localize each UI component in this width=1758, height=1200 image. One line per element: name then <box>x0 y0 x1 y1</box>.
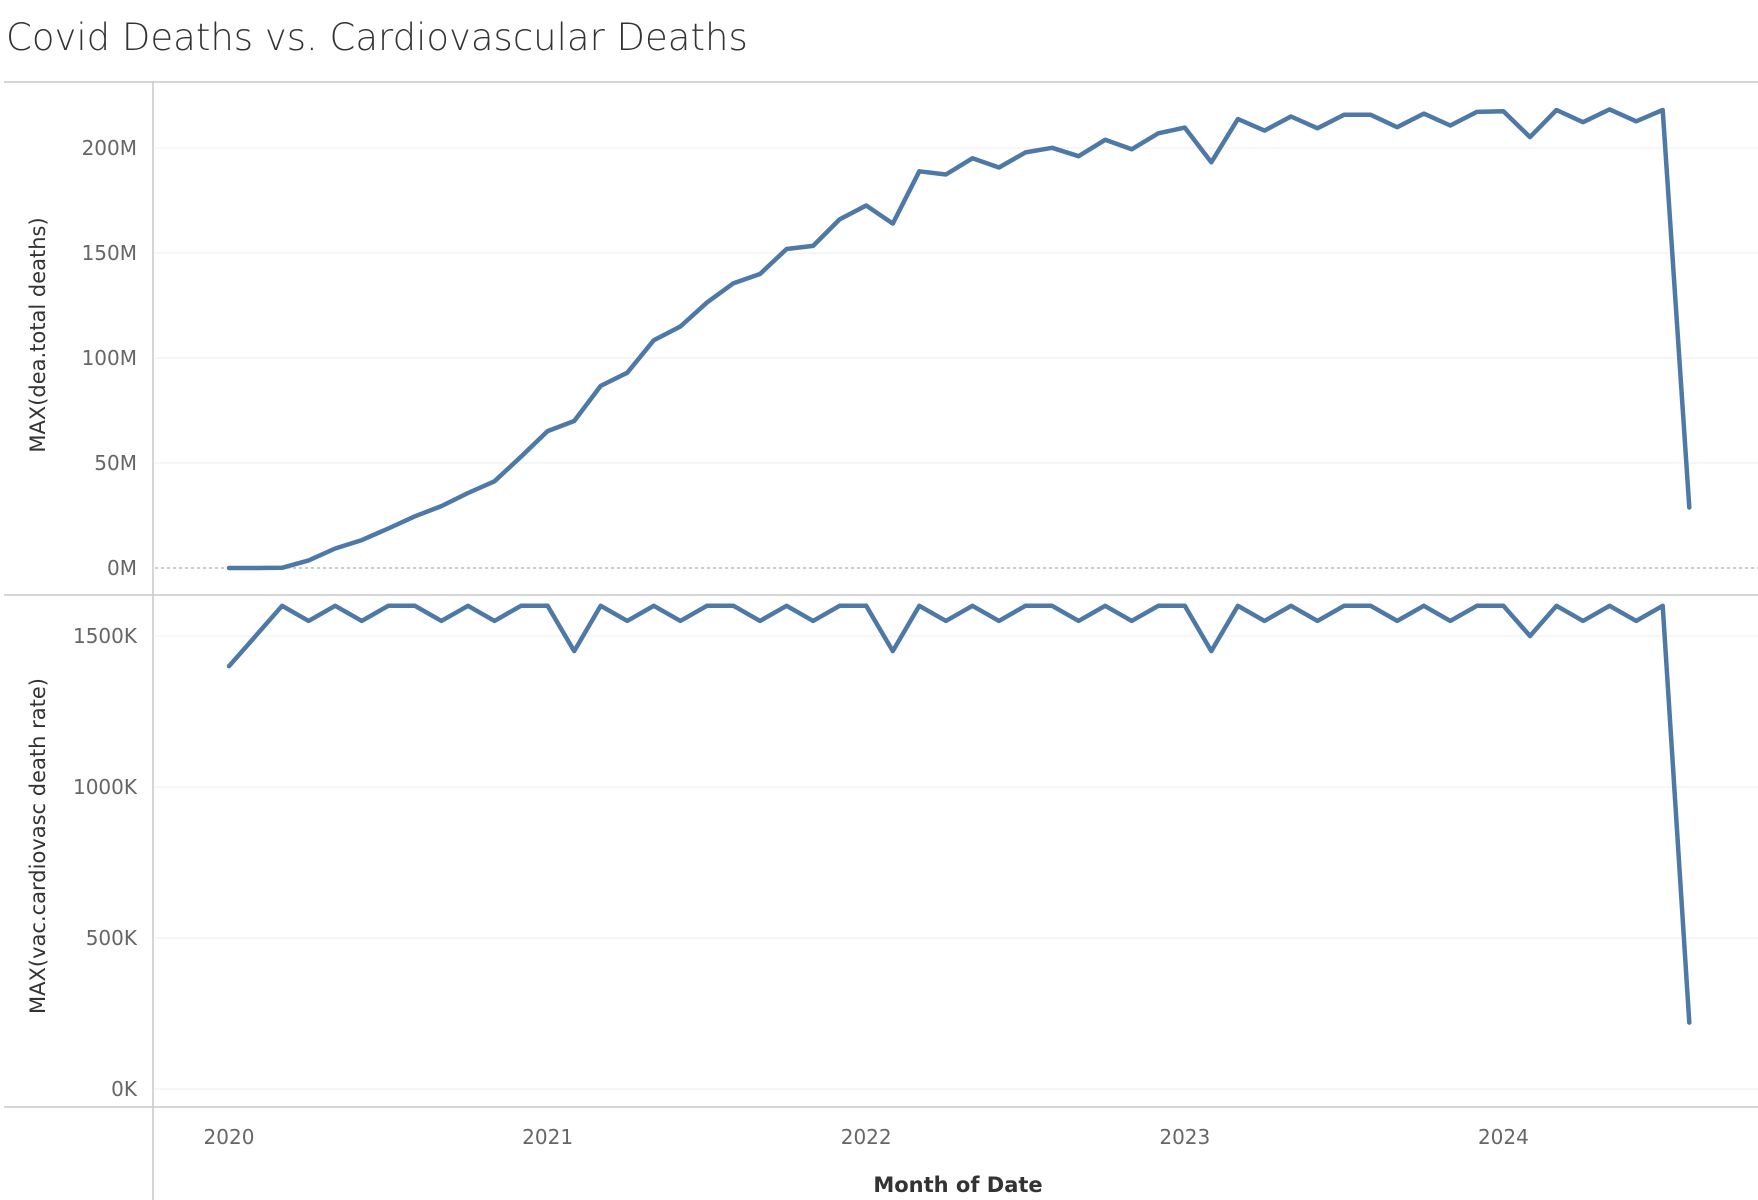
y-tick-label: 500K <box>86 926 138 950</box>
y-tick-label: 150M <box>82 241 137 265</box>
tick-layer: 2020 2021 2022 2023 2024 0M 50M 100M 150M 200M 0K 5… <box>73 136 1529 1149</box>
y-tick-label: 1500K <box>73 624 138 648</box>
x-tick-label: 2023 <box>1159 1125 1210 1149</box>
total-deaths-line <box>226 107 1692 571</box>
y-tick-label: 0K <box>111 1077 138 1101</box>
y-tick-label: 50M <box>94 451 137 475</box>
x-tick-label: 2020 <box>204 1125 255 1149</box>
bottom-y-axis-title: MAX(vac.cardiovasc death rate) <box>26 678 50 1014</box>
y-tick-label: 1000K <box>73 775 138 799</box>
x-tick-label: 2022 <box>841 1125 892 1149</box>
x-axis-title: Month of Date <box>873 1173 1042 1197</box>
grid-layer <box>155 147 1758 1090</box>
chart-title: Covid Deaths vs. Cardiovascular Deaths <box>6 16 748 59</box>
top-y-axis-title: MAX(dea.total deaths) <box>26 217 50 452</box>
y-tick-label: 100M <box>82 346 137 370</box>
x-tick-label: 2021 <box>522 1125 573 1149</box>
y-tick-label: 200M <box>82 136 137 160</box>
line-layer <box>226 107 1692 1025</box>
x-tick-label: 2024 <box>1478 1125 1529 1149</box>
cardiovasc-death-rate-line <box>226 603 1692 1025</box>
y-tick-label: 0M <box>107 556 137 580</box>
